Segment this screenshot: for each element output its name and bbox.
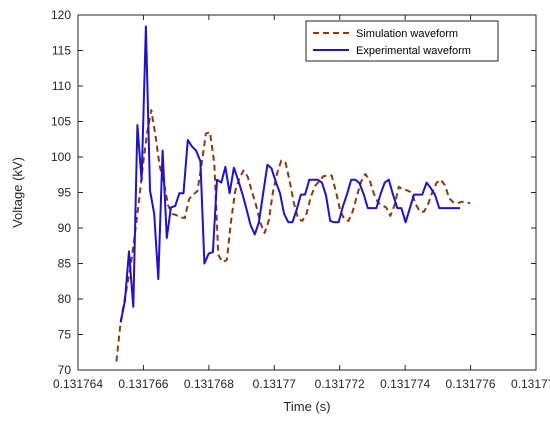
experimental-series-line xyxy=(119,25,461,323)
x-tick-label: 0.131764 xyxy=(53,377,103,391)
x-tick-label: 0.131766 xyxy=(118,377,168,391)
y-tick-label: 115 xyxy=(52,44,71,58)
y-tick-label: 120 xyxy=(51,8,71,22)
x-tick-label: 0.131768 xyxy=(184,377,234,391)
x-tick-label: 0.131776 xyxy=(446,377,496,391)
y-tick-label: 80 xyxy=(58,292,72,306)
y-tick-label: 110 xyxy=(52,79,71,93)
x-tick-label: 0.131774 xyxy=(380,377,430,391)
y-tick-label: 90 xyxy=(58,221,72,235)
x-axis-label: Time (s) xyxy=(283,399,330,414)
x-tick-label: 0.131772 xyxy=(315,377,365,391)
x-axis: 0.131764 0.131766 0.131768 0.13177 0.131772 0… xyxy=(53,15,550,391)
y-tick-label: 70 xyxy=(58,363,72,377)
legend-label-simulation: Simulation waveform xyxy=(356,28,458,40)
y-axis: 70 75 80 85 90 95 100 105 110 115 120 xyxy=(51,8,536,377)
y-tick-label: 85 xyxy=(58,257,72,271)
series-layer xyxy=(115,25,471,362)
x-tick-label: 0.13177 xyxy=(253,377,297,391)
y-tick-label: 95 xyxy=(58,186,72,200)
y-tick-label: 75 xyxy=(58,328,72,342)
y-tick-label: 105 xyxy=(51,115,71,129)
x-tick-label: 0.131778 xyxy=(511,377,550,391)
simulation-series-line xyxy=(115,109,471,362)
legend: Simulation waveform Experimental waveform xyxy=(305,20,499,62)
y-tick-label: 100 xyxy=(51,150,71,164)
y-axis-label: Voltage (kV) xyxy=(10,157,25,228)
legend-box xyxy=(305,20,499,62)
legend-label-experimental: Experimental waveform xyxy=(356,45,471,57)
